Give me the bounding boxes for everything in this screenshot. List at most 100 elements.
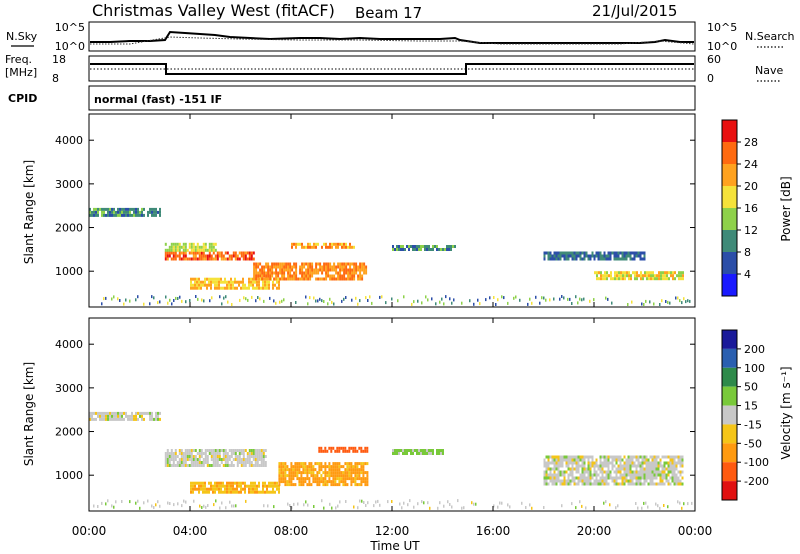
data-cell <box>333 302 335 306</box>
data-cell <box>664 274 666 278</box>
data-cell <box>348 446 351 450</box>
data-cell <box>643 479 646 483</box>
data-cell <box>170 458 173 461</box>
data-cell <box>357 302 359 306</box>
data-cell <box>240 487 242 491</box>
data-cell <box>631 257 634 261</box>
data-cell <box>240 254 243 258</box>
data-cell <box>335 277 338 281</box>
data-cell <box>282 474 285 478</box>
data-cell <box>352 477 355 481</box>
data-cell <box>398 248 400 251</box>
data-cell <box>567 464 570 468</box>
data-cell <box>563 458 566 462</box>
data-cell <box>131 207 133 211</box>
data-cell <box>295 245 297 249</box>
data-cell <box>242 286 244 290</box>
data-cell <box>309 245 311 249</box>
data-cell <box>631 476 634 480</box>
data-cell <box>151 210 153 214</box>
data-cell <box>555 455 558 459</box>
data-cell <box>553 470 556 474</box>
data-cell <box>354 483 357 487</box>
data-cell <box>346 483 349 487</box>
data-cell <box>282 468 285 472</box>
data-cell <box>338 483 341 487</box>
data-cell <box>337 245 339 249</box>
data-cell <box>637 476 640 480</box>
data-cell <box>320 468 323 472</box>
data-cell <box>200 283 202 287</box>
data-cell <box>422 452 424 455</box>
data-cell <box>649 455 652 459</box>
data-cell <box>300 465 303 469</box>
data-cell <box>673 473 676 477</box>
data-cell <box>323 262 326 266</box>
data-cell <box>113 295 115 299</box>
data-cell <box>201 298 203 302</box>
data-cell <box>267 277 270 281</box>
data-cell <box>289 271 292 275</box>
data-cell <box>565 464 568 468</box>
data-cell <box>244 484 246 488</box>
data-cell <box>549 461 552 465</box>
data-cell <box>311 262 314 266</box>
data-cell <box>659 482 662 486</box>
data-cell <box>555 257 558 261</box>
data-cell <box>625 467 628 471</box>
data-cell <box>218 464 221 467</box>
data-cell <box>246 461 249 464</box>
data-cell <box>226 251 229 255</box>
data-cell <box>645 464 648 468</box>
data-cell <box>242 251 245 255</box>
data-cell <box>97 414 99 418</box>
data-cell <box>529 503 531 507</box>
data-cell <box>336 483 339 487</box>
data-cell <box>119 207 121 211</box>
data-cell <box>129 207 131 211</box>
data-cell <box>599 467 602 471</box>
data-cell <box>230 257 233 261</box>
data-cell <box>334 462 337 466</box>
data-cell <box>565 455 568 459</box>
data-cell <box>240 461 243 464</box>
data-cell <box>318 480 321 484</box>
data-cell <box>201 506 203 509</box>
data-cell <box>342 480 345 484</box>
data-cell <box>91 417 93 421</box>
data-cell <box>242 455 245 458</box>
data-cell <box>317 271 320 275</box>
data-cell <box>129 299 131 303</box>
data-cell <box>259 297 261 301</box>
data-cell <box>629 482 632 486</box>
data-cell <box>602 274 604 278</box>
data-cell <box>224 461 227 464</box>
data-cell <box>408 449 410 452</box>
data-cell <box>204 458 207 461</box>
data-cell <box>248 452 251 455</box>
data-cell <box>261 268 264 272</box>
data-cell <box>438 452 440 455</box>
data-cell <box>589 299 591 303</box>
data-cell <box>182 251 185 255</box>
data-cell <box>278 280 280 284</box>
data-cell <box>643 482 646 486</box>
data-cell <box>410 452 412 455</box>
data-cell <box>248 257 251 261</box>
data-cell <box>647 470 650 474</box>
data-cell <box>331 268 334 272</box>
data-cell <box>680 277 682 281</box>
data-cell <box>635 458 638 462</box>
data-cell <box>394 449 396 452</box>
data-cell <box>581 470 584 474</box>
data-cell <box>397 299 399 303</box>
data-cell <box>131 411 133 415</box>
data-cell <box>665 467 668 471</box>
data-cell <box>157 210 159 214</box>
data-cell <box>612 277 614 281</box>
data-cell <box>341 274 344 278</box>
data-cell <box>677 455 680 459</box>
data-cell <box>269 271 272 275</box>
data-cell <box>428 245 430 248</box>
